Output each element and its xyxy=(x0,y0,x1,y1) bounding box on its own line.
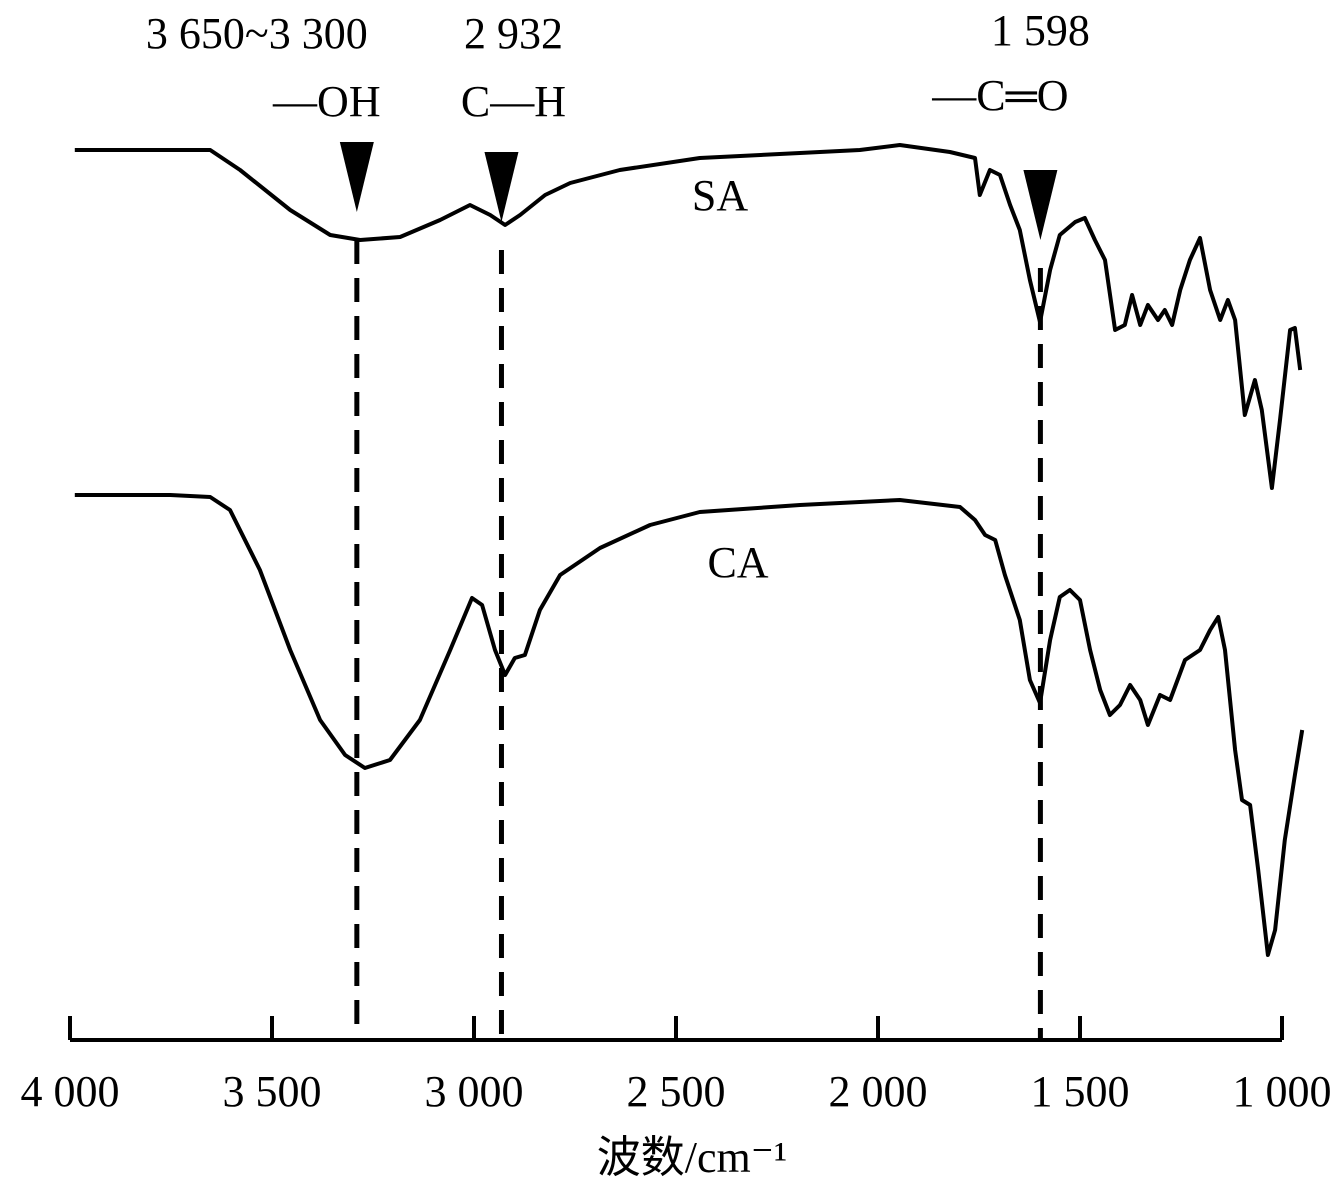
x-axis-label: 波数/cm⁻¹ xyxy=(597,1133,787,1182)
series-label: CA xyxy=(707,538,768,587)
annotation-marker xyxy=(339,142,374,212)
annotation-marker xyxy=(1023,170,1058,240)
annotation-text: —OH xyxy=(272,77,381,126)
annotation-text: —C═O xyxy=(931,71,1068,120)
annotation-text: 3 650~3 300 xyxy=(146,9,368,58)
annotation-text: 2 932 xyxy=(464,9,563,58)
annotation-text: 1 598 xyxy=(991,6,1090,55)
line-series xyxy=(74,493,1305,957)
x-tick-label: 4 000 xyxy=(21,1067,120,1116)
x-tick-label: 3 500 xyxy=(223,1067,322,1116)
annotation-marker xyxy=(484,152,519,222)
x-tick-label: 2 000 xyxy=(829,1067,928,1116)
x-tick-label: 2 500 xyxy=(627,1067,726,1116)
x-tick-label: 1 000 xyxy=(1233,1067,1332,1116)
annotation-text: C—H xyxy=(461,77,566,126)
x-tick-label: 3 000 xyxy=(425,1067,524,1116)
series-label: SA xyxy=(692,171,748,220)
x-tick-label: 1 500 xyxy=(1031,1067,1130,1116)
line-series xyxy=(74,143,1303,490)
